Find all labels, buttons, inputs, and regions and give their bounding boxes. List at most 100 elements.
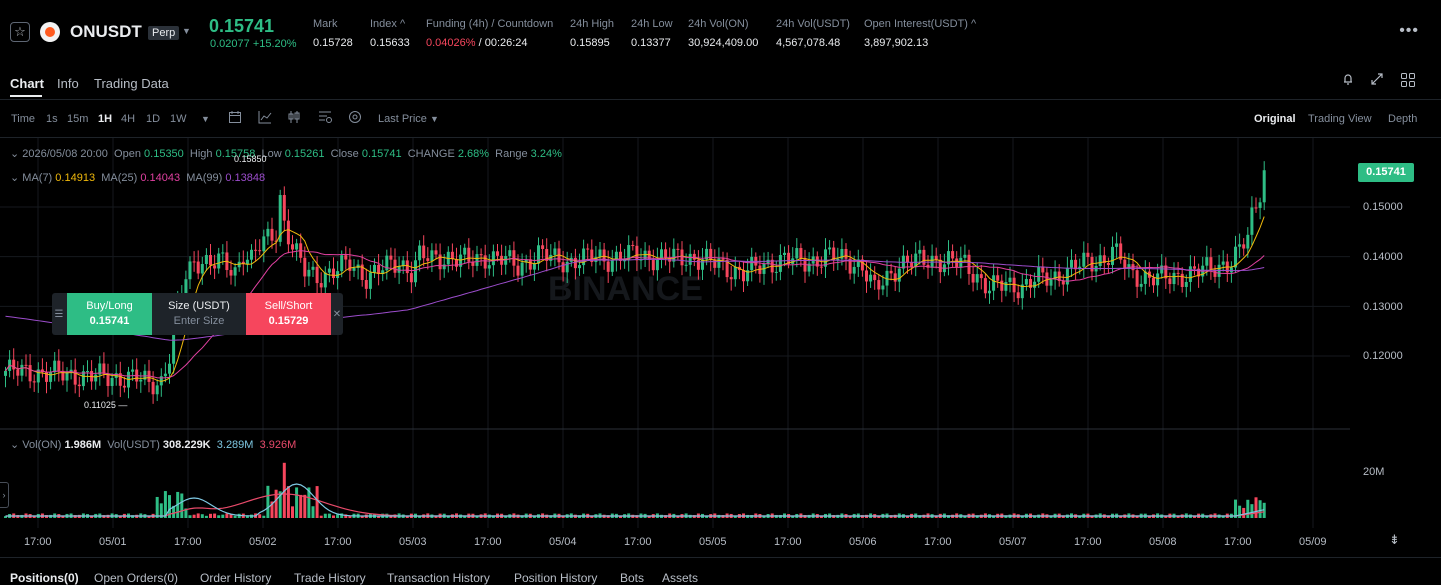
candle [877,280,881,290]
volume-bar [504,515,508,518]
drag-handle-icon[interactable]: ☰ [54,308,64,320]
interval-1d[interactable]: 1D [146,113,161,125]
candle [118,373,122,386]
candle [295,243,299,250]
candle [852,266,856,274]
index-label[interactable]: Index ^ [370,18,406,30]
candle [766,259,770,264]
tab-chart[interactable]: Chart [10,76,44,91]
candle [1184,281,1188,287]
tab-trading-data[interactable]: Trading Data [94,76,169,91]
candle [340,255,344,272]
tab-positions[interactable]: Positions(0) [10,571,79,585]
candle [155,385,159,395]
legend-collapse-icon[interactable]: ⌄ [10,148,20,160]
view-depth[interactable]: Depth [1388,113,1418,125]
candle [799,248,803,259]
fullscreen-icon[interactable] [1370,72,1384,89]
interval-time[interactable]: Time [11,113,36,125]
candle [1012,277,1016,293]
candle [1139,283,1143,287]
volume-bar [705,516,709,518]
candle [397,266,401,273]
view-original[interactable]: Original [1254,113,1296,125]
tab-info[interactable]: Info [57,76,79,91]
candle [1234,246,1237,268]
candle [434,250,438,255]
x-tick: 05/04 [549,536,577,548]
tab-position-history[interactable]: Position History [514,571,598,585]
candle [1135,270,1139,287]
candle [57,360,61,371]
bell-icon[interactable] [1341,72,1355,89]
interval-1s[interactable]: 1s [46,113,58,125]
y-tick-0: 0.15000 [1363,201,1403,213]
price-source-dropdown-icon: ▼ [429,114,439,124]
tab-assets[interactable]: Assets [662,571,699,585]
volume-bar [1250,504,1254,518]
tab-transaction-history[interactable]: Transaction History [387,571,490,585]
symbol-dropdown-icon[interactable]: ▼ [182,26,191,36]
price-source-select[interactable]: Last Price ▼ [378,113,439,125]
sell-short-button[interactable]: Sell/Short 0.15729 [246,293,331,335]
volume-bar [1147,515,1151,518]
volume-bar [1106,515,1110,518]
more-dots-icon[interactable]: ••• [1399,22,1419,39]
scroll-to-latest-icon[interactable]: ⇟ [1389,532,1400,547]
close-icon[interactable]: ✕ [332,308,342,320]
ma25-label: MA(25) [101,172,138,184]
candle [475,254,479,266]
ma99-value: 0.13848 [225,172,266,184]
candle [77,384,81,387]
candle [159,376,163,386]
vol-usdt-label: 24h Vol(USDT) [776,18,850,30]
volume-bar [762,516,766,518]
candle [266,228,270,237]
calendar-icon[interactable] [228,110,242,127]
tab-order-history[interactable]: Order History [200,571,272,585]
vol-collapse-icon[interactable]: ⌄ [10,439,20,451]
layout-grid-icon[interactable] [1400,72,1416,91]
interval-dropdown-icon[interactable]: ▼ [201,114,210,124]
candle [286,220,290,245]
tab-trade-history[interactable]: Trade History [294,571,366,585]
expand-panel-icon[interactable]: › [0,482,9,508]
candle [463,247,467,255]
view-trading-view[interactable]: Trading View [1308,113,1372,125]
interval-1w[interactable]: 1W [170,113,187,125]
high-legend-label: High [189,148,213,160]
indicator-icon[interactable] [258,110,272,127]
tab-open-orders[interactable]: Open Orders(0) [94,571,179,585]
volume-bar [172,505,176,518]
interval-15m[interactable]: 15m [67,113,89,125]
candle [664,249,668,259]
symbol-title[interactable]: ONUSDT [70,22,142,41]
ma-collapse-icon[interactable]: ⌄ [10,172,20,184]
candle [405,260,409,274]
kline-chart[interactable]: BINANCE [0,138,1441,558]
candle [204,255,208,265]
volume-bar [1119,515,1123,518]
high-marker-value: 0.15850 [234,154,267,164]
candle [483,255,487,269]
open-interest-label[interactable]: Open Interest(USDT) ^ [864,18,977,30]
candle [1090,256,1094,272]
candle [1074,259,1078,270]
candle [364,280,368,289]
candle [381,270,385,274]
interval-1h[interactable]: 1H [98,113,113,125]
candle [1164,265,1168,279]
favorite-star-icon[interactable]: ☆ [10,22,30,42]
drawing-tools-icon[interactable] [318,110,332,127]
interval-4h[interactable]: 4H [121,113,136,125]
change-value: 2.68% [457,148,490,160]
tab-bots[interactable]: Bots [620,571,645,585]
size-input[interactable]: Size (USDT) Enter Size [152,293,246,335]
candle [684,264,688,266]
buy-long-button[interactable]: Buy/Long 0.15741 [67,293,152,335]
high-marker: 0.15850 [234,154,267,164]
volume-bar [327,513,331,518]
candle-type-icon[interactable] [287,110,301,127]
settings-icon[interactable] [348,110,362,127]
volume-bar [877,515,881,518]
